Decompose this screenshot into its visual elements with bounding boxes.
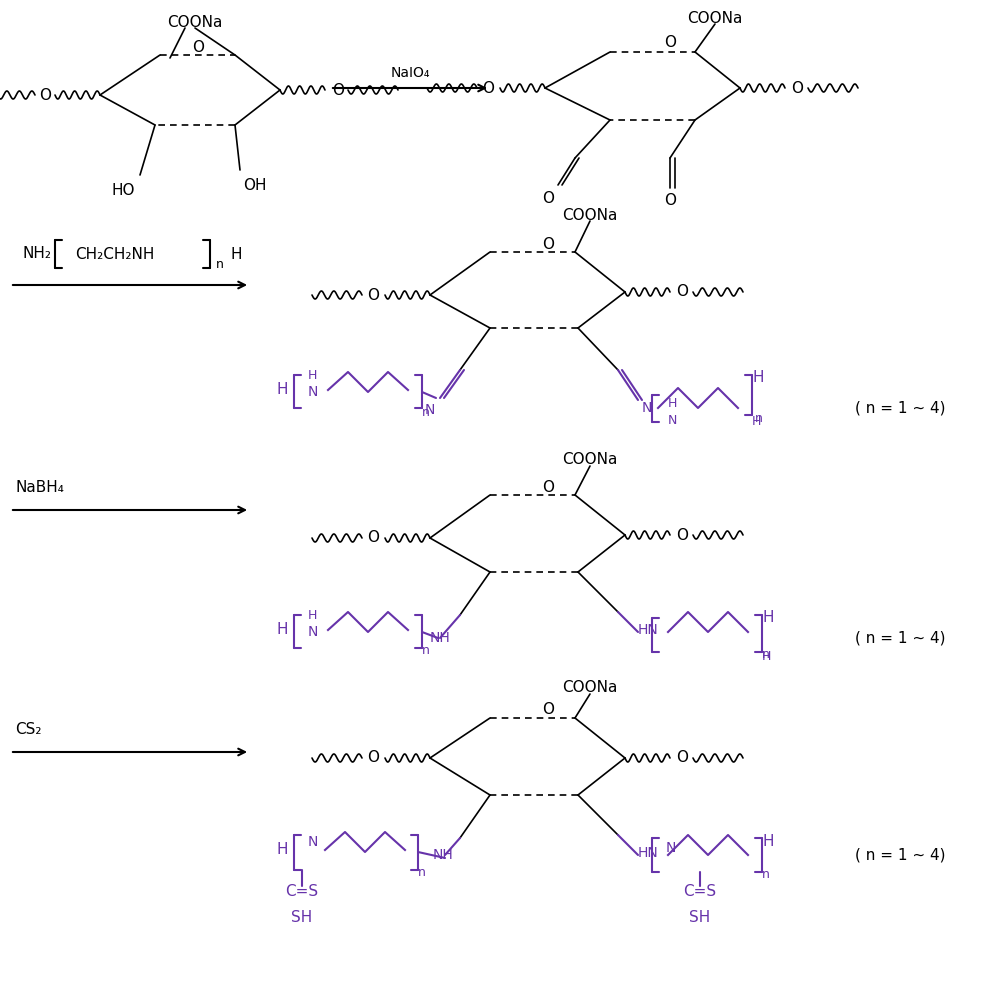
Text: N: N <box>308 385 318 399</box>
Text: SH: SH <box>291 911 313 926</box>
Text: COONa: COONa <box>562 208 618 223</box>
Text: H: H <box>276 383 288 398</box>
Text: O: O <box>192 40 204 54</box>
Text: COONa: COONa <box>687 11 743 26</box>
Text: HN: HN <box>638 846 659 860</box>
Text: NaIO₄: NaIO₄ <box>390 66 430 80</box>
Text: COONa: COONa <box>562 680 618 695</box>
Text: H: H <box>762 610 774 625</box>
Text: O: O <box>367 530 379 546</box>
Text: O: O <box>676 751 688 765</box>
Text: O: O <box>542 236 554 251</box>
Text: N: N <box>668 413 677 426</box>
Text: N: N <box>642 401 652 415</box>
Text: HN: HN <box>638 623 659 637</box>
Text: H: H <box>308 609 317 622</box>
Text: C=S: C=S <box>285 884 319 900</box>
Text: N: N <box>666 841 676 855</box>
Text: SH: SH <box>689 911 711 926</box>
Text: NH: NH <box>432 848 453 862</box>
Text: N: N <box>308 625 318 639</box>
Text: H: H <box>276 622 288 638</box>
Text: n: n <box>755 411 763 424</box>
Text: N: N <box>308 835 318 849</box>
Text: n: n <box>422 405 430 418</box>
Text: H: H <box>762 650 771 663</box>
Text: C=S: C=S <box>683 884 717 900</box>
Text: O: O <box>482 80 494 96</box>
Text: ( n = 1 ~ 4): ( n = 1 ~ 4) <box>855 848 945 862</box>
Text: N: N <box>425 403 435 417</box>
Text: ( n = 1 ~ 4): ( n = 1 ~ 4) <box>855 401 945 415</box>
Text: NH₂: NH₂ <box>22 245 51 260</box>
Text: COONa: COONa <box>167 15 223 30</box>
Text: H: H <box>752 415 761 428</box>
Text: H: H <box>230 246 242 261</box>
Text: n: n <box>762 868 770 881</box>
Text: CH₂CH₂NH: CH₂CH₂NH <box>75 246 155 261</box>
Text: O: O <box>676 285 688 300</box>
Text: O: O <box>542 480 554 494</box>
Text: O: O <box>332 82 344 98</box>
Text: O: O <box>664 35 676 49</box>
Text: O: O <box>367 288 379 303</box>
Text: O: O <box>39 87 51 103</box>
Text: O: O <box>664 193 676 208</box>
Text: n: n <box>216 257 224 271</box>
Text: H: H <box>276 843 288 857</box>
Text: O: O <box>791 80 803 96</box>
Text: H: H <box>668 397 677 410</box>
Text: OH: OH <box>243 177 267 193</box>
Text: O: O <box>542 702 554 717</box>
Text: O: O <box>542 191 554 206</box>
Text: H: H <box>308 369 317 382</box>
Text: COONa: COONa <box>562 453 618 468</box>
Text: H: H <box>762 835 774 850</box>
Text: O: O <box>676 527 688 543</box>
Text: NH: NH <box>429 631 450 645</box>
Text: NaBH₄: NaBH₄ <box>15 480 64 494</box>
Text: CS₂: CS₂ <box>15 723 42 738</box>
Text: n: n <box>418 865 426 878</box>
Text: O: O <box>367 751 379 765</box>
Text: H: H <box>752 371 764 386</box>
Text: ( n = 1 ~ 4): ( n = 1 ~ 4) <box>855 631 945 646</box>
Text: n: n <box>422 644 430 657</box>
Text: n: n <box>762 649 770 662</box>
Text: HO: HO <box>112 183 135 198</box>
